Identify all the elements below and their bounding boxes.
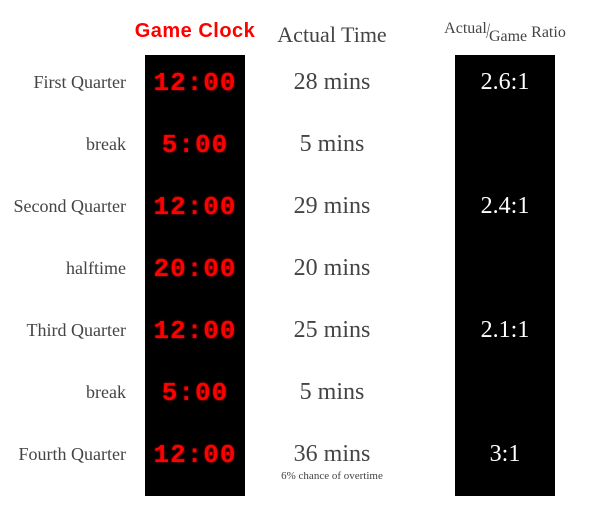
gameclock-value: 5:00 (145, 130, 245, 160)
header-actual-time: Actual Time (262, 22, 402, 48)
header-ratio-denominator: Game (489, 29, 527, 46)
ratio-value: 2.6:1 (455, 69, 555, 96)
row-label: break (0, 134, 126, 155)
gameclock-value: 12:00 (145, 68, 245, 98)
actual-time-value: 29 mins (262, 193, 402, 220)
gameclock-value: 12:00 (145, 440, 245, 470)
actual-time-value: 20 mins (262, 255, 402, 282)
row-label: Third Quarter (0, 320, 126, 341)
ratio-bar (455, 55, 555, 496)
gameclock-value: 20:00 (145, 254, 245, 284)
actual-time-value: 5 mins (262, 131, 402, 158)
overtime-footnote: 6% chance of overtime (262, 470, 402, 482)
actual-time-value: 28 mins (262, 69, 402, 96)
actual-time-value: 36 mins (262, 441, 402, 468)
header-ratio-word: Ratio (531, 24, 566, 41)
row-label: Second Quarter (0, 196, 126, 217)
gameclock-value: 12:00 (145, 316, 245, 346)
ratio-value: 3:1 (455, 441, 555, 468)
infographic-container: Game Clock Actual Time Actual/Game Ratio… (0, 0, 600, 511)
actual-time-value: 5 mins (262, 379, 402, 406)
row-label: First Quarter (0, 72, 126, 93)
ratio-value: 2.1:1 (455, 317, 555, 344)
row-label: break (0, 382, 126, 403)
gameclock-value: 5:00 (145, 378, 245, 408)
gameclock-value: 12:00 (145, 192, 245, 222)
header-gameclock: Game Clock (130, 20, 260, 43)
row-label: halftime (0, 258, 126, 279)
actual-time-value: 25 mins (262, 317, 402, 344)
row-label: Fourth Quarter (0, 444, 126, 465)
header-ratio-numerator: Actual (444, 21, 487, 38)
header-ratio: Actual/Game Ratio (435, 18, 575, 42)
ratio-value: 2.4:1 (455, 193, 555, 220)
